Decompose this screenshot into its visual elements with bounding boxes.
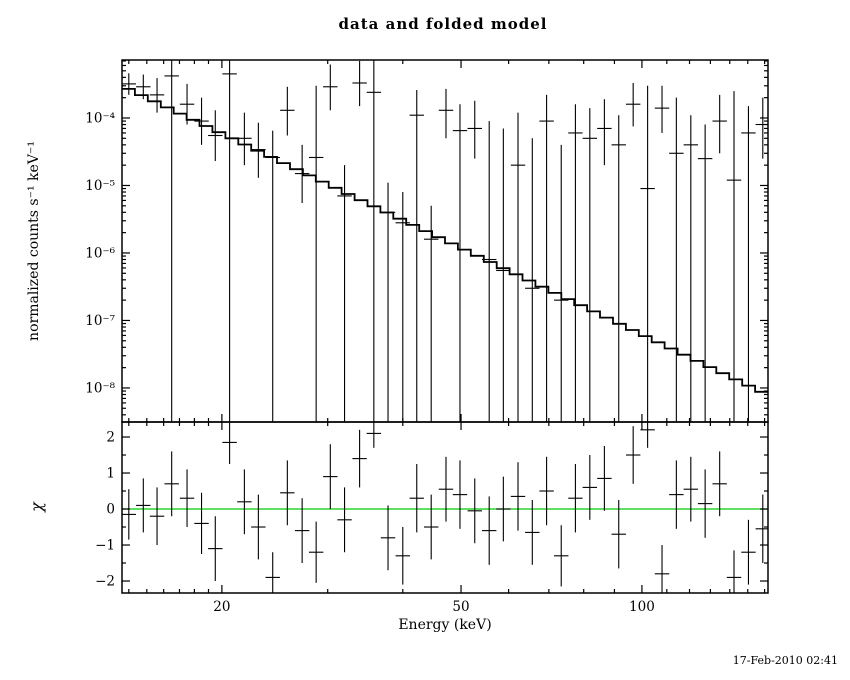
svg-text:10⁻⁸: 10⁻⁸ [85, 380, 115, 396]
svg-text:20: 20 [213, 599, 230, 615]
y-axis-label: normalized counts s⁻¹ keV⁻¹ [26, 141, 42, 341]
plot-render-layer: 20 50 100 10⁻⁴ 10⁻⁵ 10⁻⁶ 10⁻⁷ 10⁻⁸ −2 −1 0 1 2 [85, 59, 769, 615]
svg-text:10⁻⁵: 10⁻⁵ [85, 178, 115, 194]
svg-text:2: 2 [106, 430, 115, 446]
svg-text:10⁻⁴: 10⁻⁴ [85, 110, 115, 126]
svg-text:1: 1 [106, 466, 115, 482]
timestamp: 17-Feb-2010 02:41 [733, 654, 838, 667]
svg-text:0: 0 [106, 502, 115, 518]
svg-text:50: 50 [452, 599, 469, 615]
svg-text:10⁻⁶: 10⁻⁶ [85, 245, 115, 261]
chart-title: data and folded model [339, 15, 548, 33]
svg-text:−2: −2 [95, 574, 115, 590]
svg-text:−1: −1 [95, 538, 115, 554]
x-axis-label: Energy (keV) [398, 617, 491, 633]
chi-axis-label: χ [27, 501, 46, 513]
svg-text:100: 100 [629, 599, 655, 615]
svg-text:10⁻⁷: 10⁻⁷ [85, 313, 115, 329]
